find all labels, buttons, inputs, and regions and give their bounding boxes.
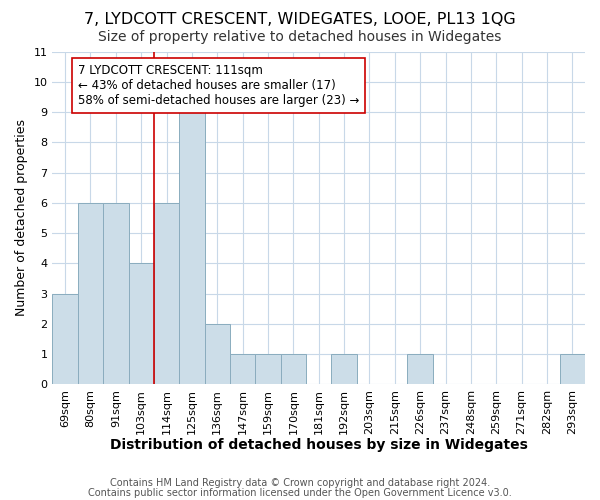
Y-axis label: Number of detached properties: Number of detached properties [15, 120, 28, 316]
Text: Contains HM Land Registry data © Crown copyright and database right 2024.: Contains HM Land Registry data © Crown c… [110, 478, 490, 488]
Text: 7 LYDCOTT CRESCENT: 111sqm
← 43% of detached houses are smaller (17)
58% of semi: 7 LYDCOTT CRESCENT: 111sqm ← 43% of deta… [78, 64, 359, 106]
Bar [78, 203, 103, 384]
Bar [128, 264, 154, 384]
Bar [560, 354, 585, 384]
Bar [52, 294, 78, 384]
Bar [205, 324, 230, 384]
Bar [154, 203, 179, 384]
Bar [331, 354, 357, 384]
Text: 7, LYDCOTT CRESCENT, WIDEGATES, LOOE, PL13 1QG: 7, LYDCOTT CRESCENT, WIDEGATES, LOOE, PL… [84, 12, 516, 28]
X-axis label: Distribution of detached houses by size in Widegates: Distribution of detached houses by size … [110, 438, 527, 452]
Bar [179, 112, 205, 384]
Bar [281, 354, 306, 384]
Text: Size of property relative to detached houses in Widegates: Size of property relative to detached ho… [98, 30, 502, 44]
Bar [103, 203, 128, 384]
Bar [230, 354, 256, 384]
Text: Contains public sector information licensed under the Open Government Licence v3: Contains public sector information licen… [88, 488, 512, 498]
Bar [407, 354, 433, 384]
Bar [256, 354, 281, 384]
